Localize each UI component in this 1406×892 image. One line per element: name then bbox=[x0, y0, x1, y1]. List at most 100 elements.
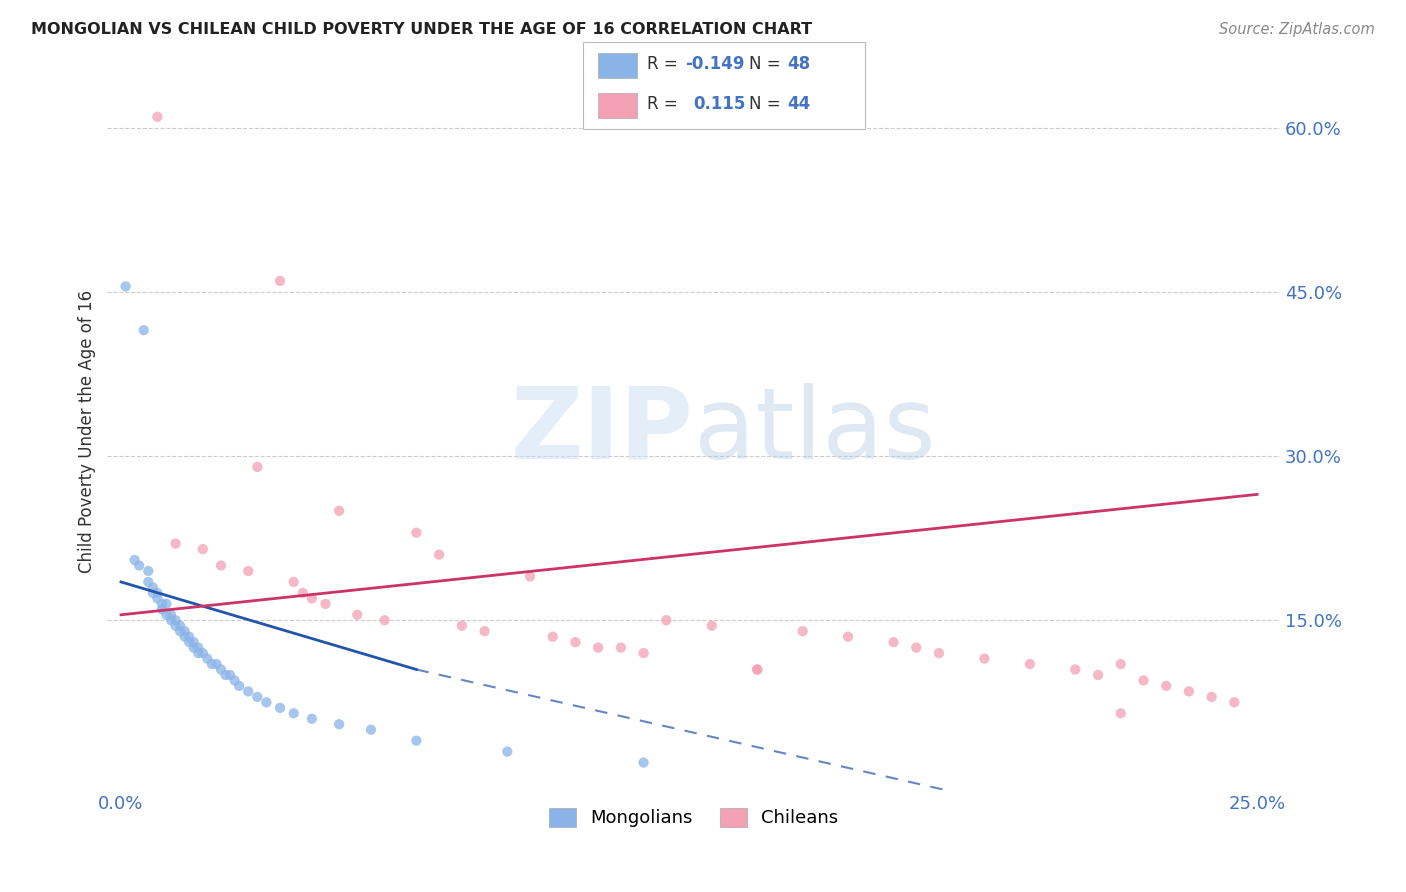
Point bbox=[179, 635, 201, 649]
Point bbox=[224, 673, 246, 688]
Point bbox=[155, 607, 177, 622]
Point bbox=[165, 536, 187, 550]
Text: Source: ZipAtlas.com: Source: ZipAtlas.com bbox=[1219, 22, 1375, 37]
Point bbox=[474, 624, 496, 639]
Point bbox=[165, 613, 187, 627]
Point bbox=[191, 646, 214, 660]
Text: 48: 48 bbox=[787, 55, 810, 73]
Point bbox=[541, 630, 564, 644]
Point bbox=[238, 564, 260, 578]
Point bbox=[1132, 673, 1154, 688]
Point bbox=[360, 723, 382, 737]
Point bbox=[374, 613, 396, 627]
Point bbox=[291, 586, 314, 600]
Point bbox=[179, 630, 201, 644]
Point bbox=[201, 657, 224, 671]
Point bbox=[427, 548, 450, 562]
Point bbox=[187, 646, 209, 660]
Point bbox=[747, 663, 769, 677]
Point bbox=[146, 586, 169, 600]
Point bbox=[1178, 684, 1201, 698]
Text: 44: 44 bbox=[787, 95, 811, 113]
Point bbox=[146, 591, 169, 606]
Point bbox=[150, 597, 173, 611]
Point bbox=[165, 618, 187, 632]
Point bbox=[328, 504, 350, 518]
Point bbox=[315, 597, 337, 611]
Point bbox=[747, 663, 769, 677]
Point bbox=[405, 525, 427, 540]
Point bbox=[183, 640, 205, 655]
Point bbox=[150, 602, 173, 616]
Point bbox=[328, 717, 350, 731]
Point bbox=[633, 756, 655, 770]
Point bbox=[160, 613, 183, 627]
Point bbox=[1201, 690, 1223, 704]
Point bbox=[973, 651, 995, 665]
Point bbox=[496, 745, 519, 759]
Point bbox=[1154, 679, 1177, 693]
Point bbox=[191, 542, 214, 557]
Point bbox=[519, 569, 541, 583]
Point bbox=[346, 607, 368, 622]
Point bbox=[114, 279, 136, 293]
Point bbox=[169, 624, 191, 639]
Point bbox=[205, 657, 228, 671]
Text: N =: N = bbox=[749, 95, 786, 113]
Point bbox=[238, 684, 260, 698]
Point bbox=[655, 613, 678, 627]
Point bbox=[586, 640, 609, 655]
Point bbox=[1109, 706, 1132, 721]
Point bbox=[155, 597, 177, 611]
Point bbox=[246, 690, 269, 704]
Point bbox=[209, 663, 232, 677]
Point bbox=[124, 553, 146, 567]
Point bbox=[1223, 695, 1246, 709]
Point bbox=[128, 558, 150, 573]
Text: -0.149: -0.149 bbox=[685, 55, 744, 73]
Point bbox=[928, 646, 950, 660]
Text: R =: R = bbox=[647, 95, 688, 113]
Point bbox=[269, 274, 291, 288]
Point bbox=[1087, 668, 1109, 682]
Point bbox=[246, 460, 269, 475]
Point bbox=[283, 706, 305, 721]
Point bbox=[136, 564, 159, 578]
Point bbox=[700, 618, 723, 632]
Point bbox=[450, 618, 472, 632]
Point bbox=[405, 733, 427, 747]
Point bbox=[1064, 663, 1087, 677]
Point bbox=[301, 712, 323, 726]
Point bbox=[883, 635, 905, 649]
Point bbox=[173, 624, 195, 639]
Y-axis label: Child Poverty Under the Age of 16: Child Poverty Under the Age of 16 bbox=[79, 290, 96, 573]
Text: R =: R = bbox=[647, 55, 683, 73]
Point bbox=[1018, 657, 1040, 671]
Point bbox=[142, 586, 165, 600]
Point bbox=[209, 558, 232, 573]
Point bbox=[195, 651, 218, 665]
Point bbox=[254, 695, 277, 709]
Point bbox=[169, 618, 191, 632]
Point bbox=[142, 581, 165, 595]
Point bbox=[160, 607, 183, 622]
Point bbox=[1109, 657, 1132, 671]
Point bbox=[173, 630, 195, 644]
Point bbox=[792, 624, 814, 639]
Text: ZIP: ZIP bbox=[510, 383, 693, 480]
Text: atlas: atlas bbox=[693, 383, 935, 480]
Point bbox=[905, 640, 928, 655]
Point bbox=[132, 323, 155, 337]
Point bbox=[228, 679, 250, 693]
Point bbox=[214, 668, 236, 682]
Point bbox=[187, 640, 209, 655]
Point bbox=[633, 646, 655, 660]
Point bbox=[837, 630, 859, 644]
Point bbox=[269, 701, 291, 715]
Text: N =: N = bbox=[749, 55, 786, 73]
Point bbox=[136, 574, 159, 589]
Point bbox=[564, 635, 586, 649]
Point bbox=[301, 591, 323, 606]
Point bbox=[610, 640, 633, 655]
Point bbox=[219, 668, 242, 682]
